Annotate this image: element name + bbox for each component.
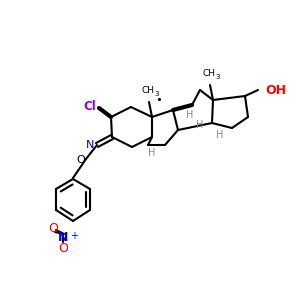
Text: OH: OH — [265, 83, 286, 97]
Text: H: H — [216, 130, 224, 140]
Text: N: N — [85, 140, 94, 150]
Text: CH: CH — [142, 86, 154, 95]
Text: O: O — [48, 223, 58, 236]
Text: O: O — [58, 242, 68, 255]
Text: H: H — [196, 120, 204, 130]
Text: N: N — [58, 231, 68, 244]
Text: 3: 3 — [215, 74, 220, 80]
Text: Cl: Cl — [83, 100, 96, 113]
Text: O: O — [76, 155, 85, 165]
Text: H: H — [186, 110, 194, 120]
Text: +: + — [70, 231, 78, 241]
Text: 3: 3 — [154, 91, 158, 97]
Text: CH: CH — [202, 69, 215, 78]
Text: H: H — [148, 148, 156, 158]
Text: -: - — [61, 246, 65, 256]
